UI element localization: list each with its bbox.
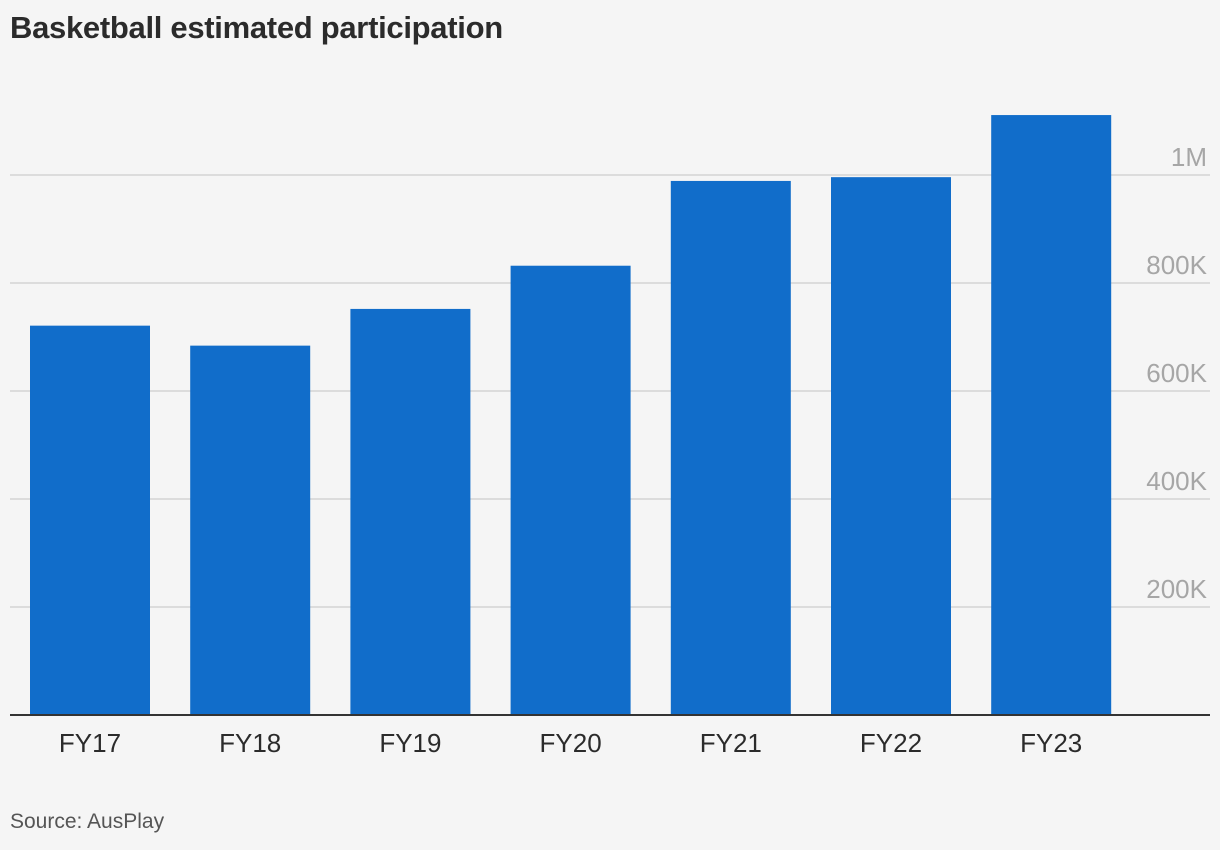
bar-fy17[interactable] — [30, 325, 150, 715]
x-tick-label: FY17 — [59, 728, 121, 758]
bar-fy21[interactable] — [670, 180, 791, 715]
x-tick-label: FY20 — [540, 728, 602, 758]
chart-title: Basketball estimated participation — [10, 10, 503, 45]
y-tick-label: 200K — [1146, 574, 1207, 604]
x-tick-label: FY21 — [700, 728, 762, 758]
y-tick-label: 1M — [1171, 142, 1207, 172]
bar-fy23[interactable] — [991, 115, 1112, 715]
y-tick-label: 800K — [1146, 250, 1207, 280]
bar-fy18[interactable] — [190, 345, 311, 715]
axes: 200K 400K 600K 800K 1M FY17 FY18 FY19 FY20 FY21 FY… — [10, 142, 1210, 758]
x-tick-label: FY23 — [1020, 728, 1082, 758]
y-tick-label: 400K — [1146, 466, 1207, 496]
x-tick-label: FY22 — [860, 728, 922, 758]
x-tick-label: FY18 — [219, 728, 281, 758]
bar-fy19[interactable] — [350, 308, 471, 715]
bar-fy20[interactable] — [510, 265, 631, 715]
source-note: Source: AusPlay — [10, 810, 165, 833]
bar-fy22[interactable] — [831, 177, 951, 715]
bars — [30, 115, 1112, 715]
y-tick-label: 600K — [1146, 358, 1207, 388]
x-tick-label: FY19 — [379, 728, 441, 758]
